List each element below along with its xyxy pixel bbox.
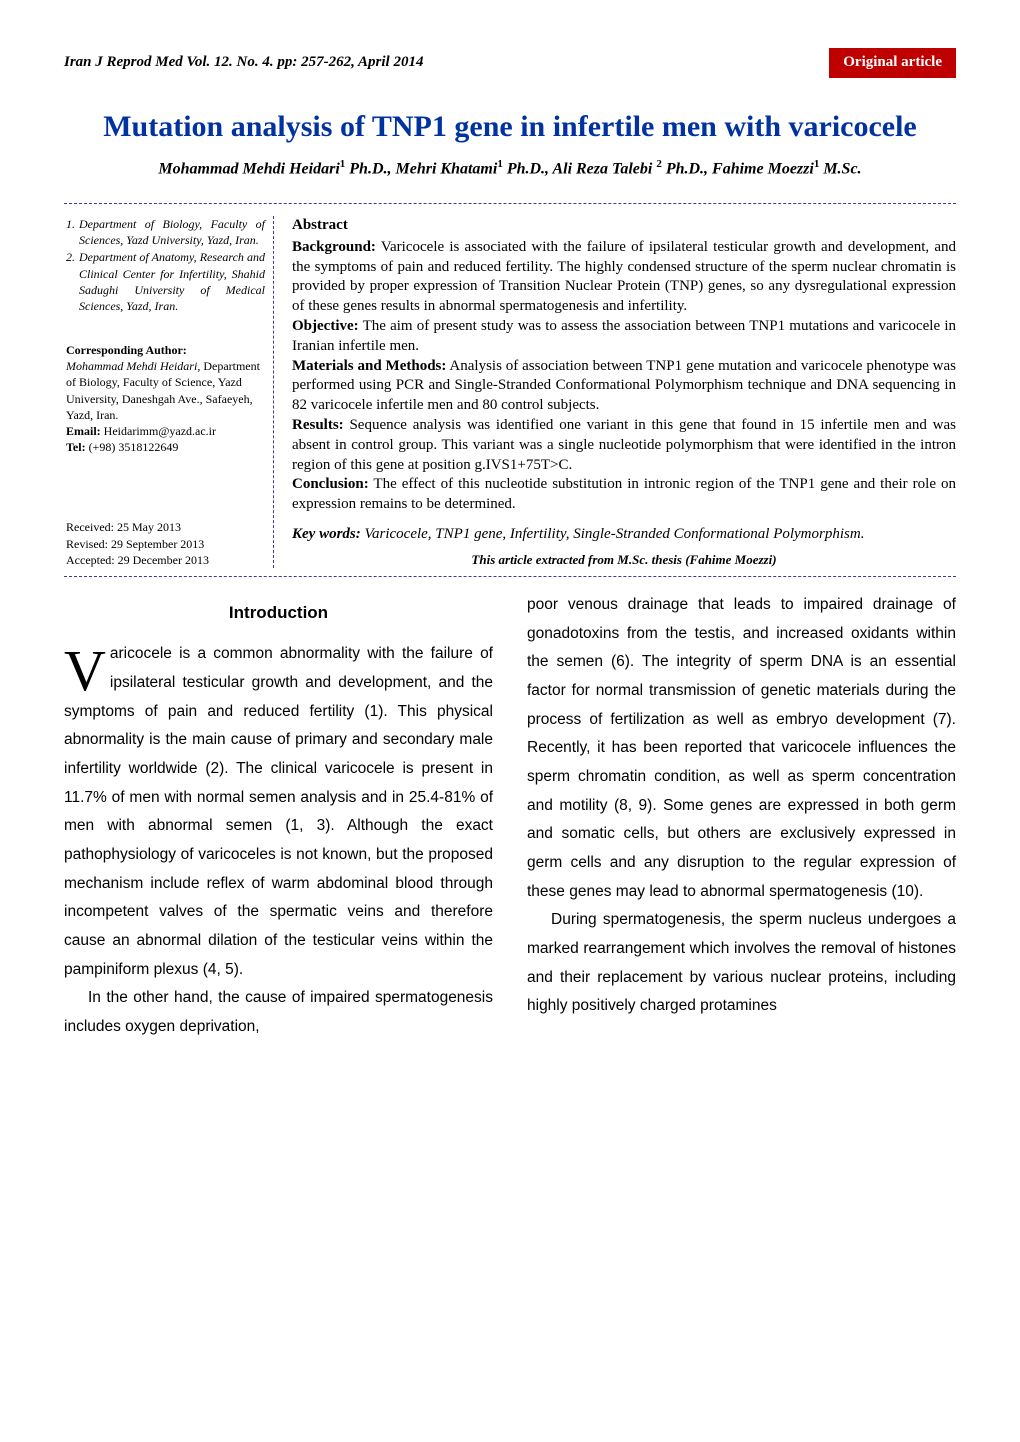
corresponding-body: Mohammad Mehdi Heidari, Department of Bi… xyxy=(66,358,265,455)
page-root: Iran J Reprod Med Vol. 12. No. 4. pp: 25… xyxy=(0,0,1020,1082)
article-title: Mutation analysis of TNP1 gene in infert… xyxy=(64,108,956,146)
intro-para-3: poor venous drainage that leads to impai… xyxy=(527,591,956,906)
authors-line: Mohammad Mehdi Heidari1 Ph.D., Mehri Kha… xyxy=(64,157,956,181)
body-wrapper: Introduction Varicocele is a common abno… xyxy=(64,591,956,1042)
intro-para-1: Varicocele is a common abnormality with … xyxy=(64,640,493,984)
intro-para-1-text: aricocele is a common abnormality with t… xyxy=(64,645,493,977)
abstract-items: Background: Varicocele is associated wit… xyxy=(292,238,956,515)
date-accepted: Accepted: 29 December 2013 xyxy=(66,552,265,568)
dropcap-letter: V xyxy=(64,640,110,695)
article-type-badge: Original article xyxy=(829,48,956,78)
intro-para-4: During spermatogenesis, the sperm nucleu… xyxy=(527,906,956,1021)
corresponding-name: Mohammad Mehdi Heidari, xyxy=(66,359,200,373)
abstract-heading: Abstract xyxy=(292,216,956,236)
corresponding-author-block: Corresponding Author: Mohammad Mehdi Hei… xyxy=(66,342,265,455)
body-col-left: Introduction Varicocele is a common abno… xyxy=(64,591,493,1042)
keywords-label: Key words: xyxy=(292,526,361,542)
keywords-text: Varicocele, TNP1 gene, Infertility, Sing… xyxy=(361,526,865,542)
affiliation-entry: 2.Department of Anatomy, Research and Cl… xyxy=(66,249,265,314)
manuscript-dates: Received: 25 May 2013 Revised: 29 Septem… xyxy=(66,519,265,568)
journal-citation: Iran J Reprod Med Vol. 12. No. 4. pp: 25… xyxy=(64,52,423,74)
tel-label: Tel: xyxy=(66,440,86,454)
top-bar: Iran J Reprod Med Vol. 12. No. 4. pp: 25… xyxy=(64,48,956,78)
affiliation-entry: 1.Department of Biology, Faculty of Scie… xyxy=(66,216,265,248)
abstract-item: Conclusion: The effect of this nucleotid… xyxy=(292,475,956,515)
date-revised: Revised: 29 September 2013 xyxy=(66,536,265,552)
affiliations: 1.Department of Biology, Faculty of Scie… xyxy=(66,216,265,314)
corresponding-heading: Corresponding Author: xyxy=(66,342,265,358)
corresponding-email: Heidarimm@yazd.ac.ir xyxy=(104,424,216,438)
abstract-item: Materials and Methods: Analysis of assoc… xyxy=(292,357,956,416)
abstract-column: Abstract Background: Varicocele is assoc… xyxy=(292,216,956,568)
section-heading-introduction: Introduction xyxy=(64,597,493,628)
body-columns: Introduction Varicocele is a common abno… xyxy=(64,591,956,1042)
email-label: Email: xyxy=(66,424,101,438)
metadata-abstract-row: 1.Department of Biology, Faculty of Scie… xyxy=(64,203,956,577)
body-col-right: poor venous drainage that leads to impai… xyxy=(527,591,956,1042)
abstract-item: Objective: The aim of present study was … xyxy=(292,317,956,357)
abstract-item: Results: Sequence analysis was identifie… xyxy=(292,416,956,475)
thesis-note: This article extracted from M.Sc. thesis… xyxy=(292,551,956,568)
intro-para-2: In the other hand, the cause of impaired… xyxy=(64,984,493,1041)
corresponding-tel: (+98) 3518122649 xyxy=(89,440,179,454)
keywords-line: Key words: Varicocele, TNP1 gene, Infert… xyxy=(292,525,956,545)
date-received: Received: 25 May 2013 xyxy=(66,519,265,535)
left-metadata-column: 1.Department of Biology, Faculty of Scie… xyxy=(64,216,274,568)
abstract-item: Background: Varicocele is associated wit… xyxy=(292,238,956,317)
